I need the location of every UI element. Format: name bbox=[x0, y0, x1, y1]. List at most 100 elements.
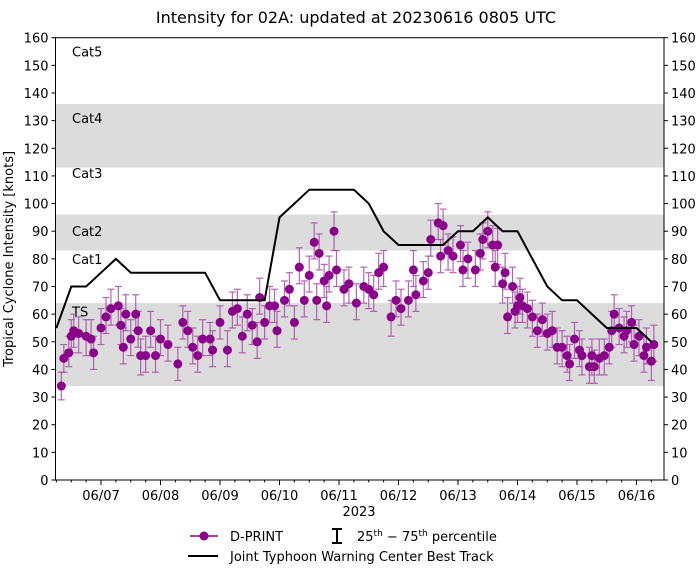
dprint-point bbox=[314, 248, 324, 258]
dprint-point bbox=[418, 276, 428, 286]
dprint-point bbox=[294, 262, 304, 272]
dprint-point bbox=[438, 221, 448, 231]
dprint-point bbox=[641, 342, 651, 352]
dprint-point bbox=[532, 326, 542, 336]
y-axis-label: Tropical Cyclone Intensity [knots] bbox=[2, 151, 17, 368]
dprint-point bbox=[391, 295, 401, 305]
y-tick-label-right: 30 bbox=[671, 391, 688, 406]
y-tick-label-left: 90 bbox=[32, 225, 49, 240]
y-tick-label-left: 70 bbox=[32, 280, 49, 295]
category-label-cat3: Cat3 bbox=[72, 167, 102, 182]
dprint-point bbox=[309, 237, 319, 247]
y-tick-label-left: 140 bbox=[24, 87, 49, 102]
y-tick-label-right: 120 bbox=[671, 142, 696, 157]
y-tick-label-right: 20 bbox=[671, 419, 688, 434]
x-tick-label: 06/10 bbox=[261, 489, 298, 504]
dprint-point bbox=[74, 328, 84, 338]
x-tick-label: 06/14 bbox=[499, 489, 536, 504]
category-label-cat5: Cat5 bbox=[72, 46, 102, 61]
y-tick-label-left: 40 bbox=[32, 363, 49, 378]
dprint-point bbox=[215, 317, 225, 327]
dprint-point bbox=[557, 342, 567, 352]
dprint-point bbox=[498, 279, 508, 289]
dprint-point bbox=[639, 351, 649, 361]
dprint-point bbox=[599, 351, 609, 361]
y-tick-label-right: 160 bbox=[671, 32, 696, 47]
dprint-point bbox=[565, 359, 575, 369]
y-tick-label-right: 80 bbox=[671, 253, 688, 268]
y-tick-label-left: 110 bbox=[24, 170, 49, 185]
dprint-point bbox=[547, 326, 557, 336]
y-tick-label-right: 60 bbox=[671, 308, 688, 323]
legend-percentile-sup2: th bbox=[418, 529, 427, 539]
category-bands bbox=[55, 104, 664, 387]
y-axis-ticks: 0 0 10 10 20 20 30 30 40 40 50 50 60 60 70 70 80 80 90 90 10… bbox=[24, 32, 696, 489]
legend-percentile-sup1: th bbox=[374, 529, 383, 539]
dprint-point bbox=[141, 351, 151, 361]
dprint-point bbox=[106, 304, 116, 314]
dprint-point bbox=[198, 334, 208, 344]
x-tick-label: 06/12 bbox=[380, 489, 417, 504]
dprint-point bbox=[222, 345, 232, 355]
dprint-point bbox=[304, 270, 314, 280]
dprint-point bbox=[205, 334, 215, 344]
legend-percentile-suffix: percentile bbox=[428, 530, 497, 545]
dprint-point bbox=[483, 226, 493, 236]
dprint-point bbox=[322, 301, 332, 311]
category-label-cat4: Cat4 bbox=[72, 112, 102, 127]
x-tick-label: 06/16 bbox=[618, 489, 655, 504]
dprint-point bbox=[344, 279, 354, 289]
legend-percentile-prefix: 25 bbox=[357, 530, 374, 545]
category-label-cat1: Cat1 bbox=[72, 253, 102, 268]
dprint-point bbox=[508, 281, 518, 291]
dprint-point bbox=[56, 381, 66, 391]
dprint-point bbox=[629, 340, 639, 350]
chart-title: Intensity for 02A: updated at 20230616 0… bbox=[156, 8, 556, 27]
dprint-point bbox=[577, 351, 587, 361]
dprint-point bbox=[351, 298, 361, 308]
dprint-point bbox=[156, 334, 165, 344]
y-tick-label-left: 160 bbox=[24, 32, 49, 47]
y-tick-label-left: 80 bbox=[32, 253, 49, 268]
y-tick-label-left: 10 bbox=[32, 446, 49, 461]
dprint-point bbox=[89, 348, 99, 358]
dprint-point bbox=[403, 295, 413, 305]
dprint-point bbox=[475, 248, 485, 258]
y-tick-label-left: 60 bbox=[32, 308, 49, 323]
dprint-point bbox=[604, 342, 614, 352]
y-tick-label-right: 150 bbox=[671, 59, 696, 74]
dprint-point bbox=[503, 312, 513, 322]
legend-percentile-mid: − 75 bbox=[383, 530, 419, 545]
y-tick-label-right: 0 bbox=[671, 474, 679, 489]
y-tick-label-right: 110 bbox=[671, 170, 696, 185]
dprint-point bbox=[649, 340, 659, 350]
dprint-point bbox=[242, 309, 252, 319]
legend-dprint-swatch bbox=[190, 531, 218, 541]
dprint-point bbox=[312, 295, 322, 305]
y-tick-label-right: 140 bbox=[671, 87, 696, 102]
dprint-point bbox=[455, 240, 465, 250]
dprint-point bbox=[64, 348, 74, 358]
y-tick-label-right: 100 bbox=[671, 198, 696, 213]
y-tick-label-left: 130 bbox=[24, 115, 49, 130]
dprint-point bbox=[247, 320, 257, 330]
dprint-point bbox=[126, 334, 136, 344]
dprint-point bbox=[178, 317, 188, 327]
dprint-point bbox=[146, 326, 156, 336]
x-tick-label: 06/11 bbox=[320, 489, 357, 504]
y-tick-label-right: 40 bbox=[671, 363, 688, 378]
y-tick-label-left: 0 bbox=[40, 474, 48, 489]
dprint-point bbox=[332, 265, 342, 275]
y-tick-label-left: 120 bbox=[24, 142, 49, 157]
legend-best-track-label: Joint Typhoon Warning Center Best Track bbox=[229, 550, 494, 565]
dprint-point bbox=[562, 351, 572, 361]
dprint-point bbox=[458, 265, 468, 275]
best-track-line bbox=[55, 188, 653, 343]
dprint-point bbox=[101, 312, 111, 322]
dprint-point bbox=[423, 268, 433, 278]
dprint-point bbox=[448, 251, 458, 261]
dprint-point bbox=[634, 331, 644, 341]
dprint-point bbox=[208, 345, 218, 355]
